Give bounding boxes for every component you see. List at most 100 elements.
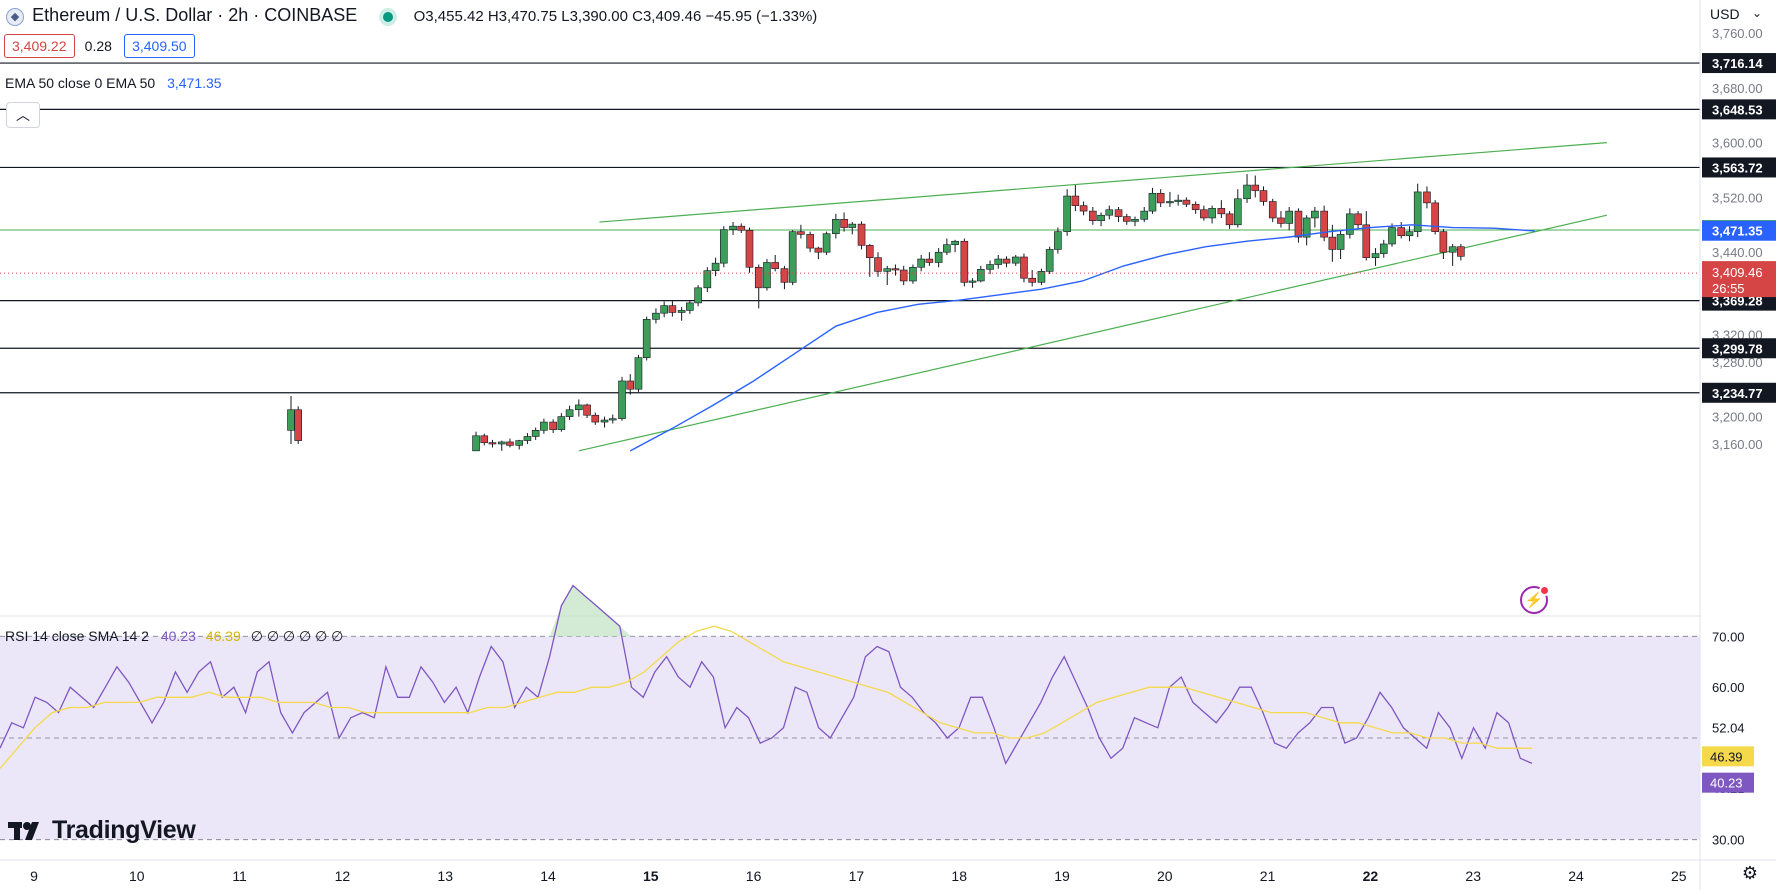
time-tick-label: 10 [129, 868, 145, 884]
candle-down [899, 269, 908, 282]
candle-down [583, 404, 591, 416]
candles [287, 174, 1465, 452]
candle-up [883, 268, 892, 272]
candle-up [832, 219, 840, 235]
candle-up [1285, 210, 1293, 224]
candle-down [1320, 210, 1328, 238]
candle-down [806, 234, 814, 249]
time-tick-label: 24 [1568, 868, 1584, 884]
candle-up [1148, 192, 1157, 212]
time-axis: 9 10 11 12 13 14 15 16 17 18 19 20 21 22 23 24 25 [0, 859, 1776, 884]
lightning-alert-icon[interactable]: ⚡ [1520, 585, 1550, 614]
candle-up [287, 409, 295, 431]
spread-value: 0.28 [84, 38, 112, 54]
candle-up [1413, 191, 1422, 232]
candle-up [1011, 256, 1020, 264]
level-price-label: 3,563.72 [1712, 160, 1763, 175]
candle-up [719, 229, 728, 264]
candle-up [1037, 271, 1046, 283]
candle-up [1388, 227, 1396, 245]
candle-down [1217, 208, 1226, 215]
candle-down [626, 380, 635, 390]
price-tick-label: 3,280.00 [1712, 355, 1763, 370]
candle-down [1294, 210, 1303, 238]
candle-up [677, 310, 686, 313]
ask-price-box[interactable]: 3,409.50 [124, 34, 195, 58]
rsi-tick-label: 60.00 [1712, 680, 1745, 695]
time-tick-label: 16 [746, 868, 762, 884]
candle-up [660, 305, 668, 314]
candle-up [1311, 210, 1319, 219]
last-price-tag [1702, 261, 1776, 298]
candle-up [565, 409, 574, 417]
trendline [578, 214, 1607, 452]
candle-up [686, 302, 694, 311]
candle-down [1122, 216, 1131, 222]
level-price-tag [1702, 99, 1776, 120]
rsi-value-tag [1702, 772, 1754, 793]
candle-down [745, 229, 754, 268]
candle-up [711, 262, 720, 271]
rsi-sma-value: 46.39 [205, 628, 241, 644]
candle-up [497, 441, 506, 445]
rsi-value: 40.23 [160, 628, 196, 644]
rsi-tick-label: 52.04 [1712, 721, 1745, 736]
candle-up [1097, 214, 1105, 221]
time-tick-label: 17 [849, 868, 865, 884]
candle-up [1346, 213, 1354, 235]
tradingview-logo: TradingView [8, 816, 196, 845]
candle-down [1002, 258, 1011, 264]
time-tick-label: 18 [951, 868, 967, 884]
candle-up [986, 264, 994, 270]
collapse-legend-button[interactable]: ︿ [6, 102, 40, 128]
candle-up [1105, 209, 1114, 216]
candle-down [1268, 201, 1277, 219]
level-price-label: 3,369.28 [1712, 294, 1763, 309]
candle-up [976, 269, 985, 282]
time-tick-label: 15 [643, 868, 659, 884]
candle-up [1045, 249, 1054, 272]
candle-down [480, 435, 489, 443]
candle-up [763, 262, 771, 289]
candle-up [540, 421, 548, 431]
candle-up [1336, 234, 1345, 250]
candle-up [917, 258, 925, 268]
price-axis-background [1700, 0, 1776, 860]
candle-down [1071, 195, 1080, 206]
rsi-value-tag-label: 40.23 [1710, 776, 1743, 791]
symbol-title: Ethereum / U.S. Dollar · 2h · COINBASE [32, 5, 358, 25]
price-tick-label: 3,160.00 [1712, 437, 1763, 452]
candle-down [1439, 231, 1448, 253]
candle-up [618, 380, 626, 419]
rsi-label: RSI 14 close SMA 14 2 [5, 628, 149, 644]
time-tick-label: 25 [1671, 868, 1687, 884]
time-tick-label: 13 [437, 868, 453, 884]
bid-price-box[interactable]: 3,409.22 [4, 34, 75, 58]
candle-down [960, 240, 969, 283]
level-price-tag [1702, 53, 1776, 74]
candle-down [840, 219, 848, 228]
candle-up [1233, 198, 1242, 226]
candle-down [1089, 210, 1097, 221]
rsi-legend: RSI 14 close SMA 14 2 40.23 46.39 ∅ ∅ ∅ … [5, 628, 343, 645]
candle-up [1405, 231, 1414, 237]
chevron-down-icon[interactable]: ⌄ [1752, 6, 1763, 20]
candle-up [1302, 217, 1311, 238]
candle-down [1020, 256, 1028, 279]
candle-up [652, 312, 660, 320]
rsi-sma-tag-label: 46.39 [1710, 749, 1743, 764]
level-price-label: 3,648.53 [1712, 102, 1763, 117]
level-price-label: 3,299.78 [1712, 341, 1763, 356]
ema-50-line [629, 224, 1535, 452]
candle-down [1277, 217, 1285, 224]
trendlines [578, 142, 1607, 452]
candle-up [934, 251, 943, 263]
ohlc-values: O3,455.42 H3,470.75 L3,390.00 C3,409.46 … [413, 8, 818, 25]
candle-up [608, 418, 617, 421]
currency-selector[interactable]: USD [1710, 6, 1740, 22]
candle-up [694, 287, 702, 304]
settings-gear-icon[interactable]: ⚙ [1741, 863, 1758, 883]
time-tick-label: 11 [232, 868, 247, 884]
candle-up [557, 416, 566, 430]
